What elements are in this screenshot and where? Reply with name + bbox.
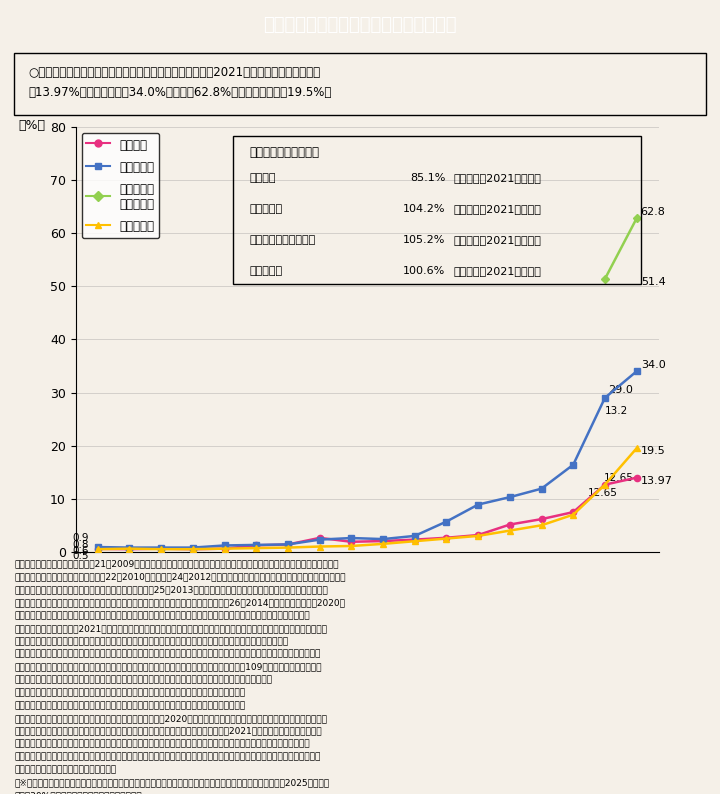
Text: 13.97: 13.97	[641, 476, 672, 486]
Text: 29.0: 29.0	[608, 385, 633, 395]
Y-axis label: （%）: （%）	[18, 118, 45, 132]
Text: 34.0: 34.0	[641, 360, 665, 370]
Legend: 民間企業, 国家公務員, 国家公務員
（一般職）, 地方公務員: 民間企業, 国家公務員, 国家公務員 （一般職）, 地方公務員	[81, 133, 159, 238]
Text: 0.8: 0.8	[72, 540, 89, 549]
Text: 19.5: 19.5	[641, 446, 665, 457]
Text: 12.65: 12.65	[603, 472, 633, 483]
Text: 12.65: 12.65	[588, 488, 617, 498]
Text: 13.2: 13.2	[605, 407, 628, 416]
Text: 0.9: 0.9	[72, 533, 89, 542]
Text: ２－６図　男性の育児休業取得率の推移: ２－６図 男性の育児休業取得率の推移	[264, 16, 456, 33]
Text: 51.4: 51.4	[641, 277, 665, 287]
Text: （備考）１．国家公務員は、平成21（2009）年度までは総務省・人事院「女性国家公務員の採用・登用の拡大状況等のフォロー
　　　　　アップの実施結果」、平成22: （備考）１．国家公務員は、平成21（2009）年度までは総務省・人事院「女性国家…	[14, 560, 346, 794]
Text: 0.6: 0.6	[72, 546, 89, 556]
Text: 62.8: 62.8	[641, 206, 665, 217]
Text: 0.5: 0.5	[72, 551, 89, 561]
Text: ○近年、男性の育児休業取得率は上昇しており、令和３（2021）年度では、民間企業が
　13.97%、国家公務員が34.0%（一般職62.8%）、地方公務員が19: ○近年、男性の育児休業取得率は上昇しており、令和３（2021）年度では、民間企業…	[28, 67, 332, 99]
